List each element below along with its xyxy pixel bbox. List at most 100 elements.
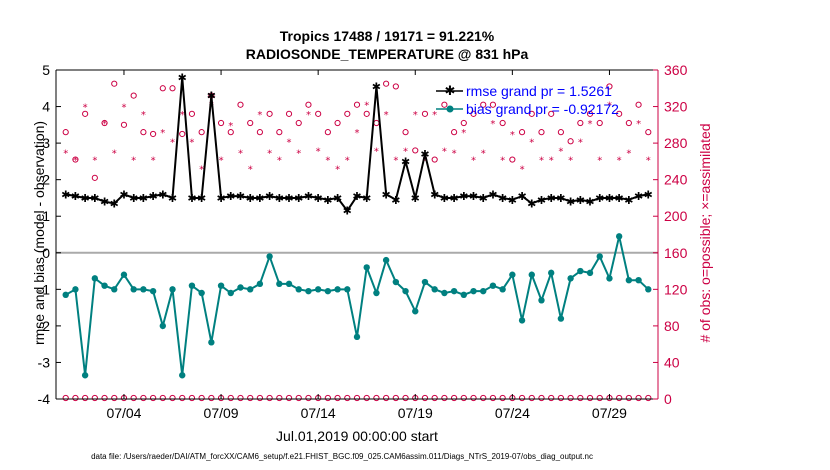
assimilated-obs-marker: * xyxy=(578,137,583,148)
chart-title: Tropics 17488 / 19171 = 91.221% xyxy=(280,28,495,44)
right-tick-label: 240 xyxy=(664,172,688,188)
baseline-obs-marker xyxy=(392,394,399,402)
bias-point xyxy=(334,286,341,293)
bias-point xyxy=(577,267,584,275)
possible-obs-marker xyxy=(548,110,555,117)
right-tick-label: 0 xyxy=(664,391,672,407)
rmse-point: ✱ xyxy=(246,192,255,205)
rmse-point: ✱ xyxy=(488,188,497,201)
rmse-point: ✱ xyxy=(547,192,556,205)
possible-obs-marker xyxy=(363,110,370,117)
assimilated-obs-marker: * xyxy=(180,110,185,121)
bias-point xyxy=(402,287,409,295)
rmse-series-line xyxy=(65,77,649,213)
rmse-point: ✱ xyxy=(517,190,526,203)
possible-obs-marker xyxy=(431,156,438,163)
rmse-point: ✱ xyxy=(226,190,235,203)
bias-point xyxy=(179,372,186,379)
bias-point xyxy=(353,333,361,341)
possible-obs-marker xyxy=(256,129,264,136)
bias-point xyxy=(567,275,574,282)
rmse-point: ✱ xyxy=(236,190,245,203)
plot-area xyxy=(56,70,658,399)
possible-obs-marker xyxy=(567,138,574,145)
x-tick-label: 07/09 xyxy=(204,405,239,421)
possible-obs-marker xyxy=(276,129,283,136)
bias-point xyxy=(227,289,234,297)
baseline-obs-marker xyxy=(324,394,331,402)
baseline-obs-marker xyxy=(276,394,283,402)
bias-point xyxy=(518,317,526,324)
rmse-point: ✱ xyxy=(372,80,381,93)
rmse-point: ✱ xyxy=(187,192,196,205)
possible-obs-marker xyxy=(285,110,293,117)
left-tick-label: 0 xyxy=(42,245,50,261)
rmse-point: ✱ xyxy=(411,192,420,205)
possible-obs-marker xyxy=(509,156,516,163)
bias-point xyxy=(246,286,254,293)
possible-obs-marker xyxy=(480,101,487,108)
possible-obs-marker xyxy=(305,101,312,108)
rmse-point: ✱ xyxy=(605,192,614,205)
assimilated-obs-marker: * xyxy=(597,156,602,167)
rmse-point: ✱ xyxy=(139,192,148,205)
baseline-obs-marker xyxy=(557,394,565,402)
bias-point xyxy=(412,308,419,315)
rmse-point: ✱ xyxy=(129,192,138,205)
rmse-point: ✱ xyxy=(343,205,352,218)
assimilated-obs-marker: * xyxy=(151,156,156,167)
assimilated-obs-marker: * xyxy=(345,156,350,167)
rmse-point: ✱ xyxy=(148,190,157,203)
bias-point xyxy=(120,271,128,278)
baseline-obs-marker xyxy=(567,394,574,402)
possible-obs-marker xyxy=(596,119,603,127)
bias-point xyxy=(314,286,322,293)
assimilated-obs-marker: * xyxy=(112,148,117,159)
rmse-point: ✱ xyxy=(314,192,323,205)
rmse-point: ✱ xyxy=(178,71,187,84)
x-tick-label: 07/24 xyxy=(495,405,530,421)
assimilated-obs-marker: * xyxy=(636,119,641,130)
rmse-point: ✱ xyxy=(294,192,303,205)
bias-point xyxy=(363,264,370,271)
right-tick-label: 160 xyxy=(664,245,688,261)
baseline-obs-marker xyxy=(169,394,176,402)
assimilated-obs-marker: * xyxy=(568,156,573,167)
left-tick-label: 1 xyxy=(42,208,50,224)
possible-obs-marker xyxy=(247,119,254,127)
baseline-obs-marker xyxy=(431,394,438,402)
possible-obs-marker xyxy=(169,85,176,92)
bias-point xyxy=(188,282,196,289)
possible-obs-marker xyxy=(489,101,497,108)
possible-obs-marker xyxy=(518,129,526,136)
assimilated-obs-marker: * xyxy=(277,156,282,167)
rmse-point: ✱ xyxy=(634,190,643,203)
assimilated-obs-marker: * xyxy=(170,137,175,148)
assimilated-obs-marker: * xyxy=(131,156,136,167)
legend-rmse-marker: ✱ xyxy=(445,83,456,98)
rmse-point: ✱ xyxy=(576,194,585,207)
possible-obs-marker xyxy=(295,119,302,127)
possible-obs-marker xyxy=(227,129,234,136)
rmse-point: ✱ xyxy=(275,192,284,205)
rmse-point: ✱ xyxy=(61,188,70,201)
x-axis-label: Jul.01,2019 00:00:00 start xyxy=(276,428,438,444)
rmse-point: ✱ xyxy=(449,192,458,205)
baseline-obs-marker xyxy=(596,394,603,402)
rmse-point: ✱ xyxy=(168,192,177,205)
possible-obs-marker xyxy=(441,101,448,108)
right-tick-label: 80 xyxy=(664,318,680,334)
bias-point xyxy=(538,297,545,304)
bias-point xyxy=(470,287,477,295)
assimilated-obs-marker: * xyxy=(442,146,447,157)
right-tick-label: 360 xyxy=(664,62,688,78)
baseline-obs-marker xyxy=(528,394,535,402)
assimilated-obs-marker: * xyxy=(238,148,243,159)
rmse-point: ✱ xyxy=(81,192,90,205)
rmse-point: ✱ xyxy=(459,190,468,203)
rmse-point: ✱ xyxy=(71,190,80,203)
baseline-obs-marker xyxy=(159,394,166,402)
baseline-obs-marker xyxy=(130,394,137,402)
assimilated-obs-marker: * xyxy=(335,165,340,176)
